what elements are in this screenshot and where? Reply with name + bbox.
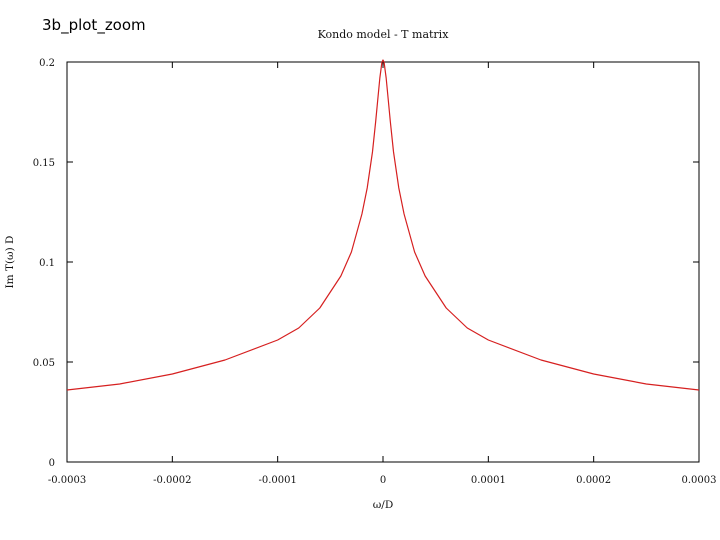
x-tick-label: 0.0003	[682, 475, 717, 486]
x-tick-label: -0.0001	[258, 475, 296, 486]
y-tick-label: 0.05	[33, 358, 55, 369]
y-tick-label: 0.1	[39, 258, 55, 269]
series-line	[66, 59, 700, 391]
x-tick-label: -0.0002	[153, 475, 191, 486]
y-tick-label: 0	[49, 458, 55, 469]
plot-frame	[66, 61, 700, 463]
y-axis-ticks: 0 0.05 0.1 0.15 0.2	[33, 58, 699, 469]
x-tick-label: 0	[380, 475, 386, 486]
x-tick-label: 0.0001	[471, 475, 506, 486]
x-axis-ticks: -0.0003 -0.0002 -0.0001 0 0.0001 0.0002 0.0003	[48, 62, 717, 486]
y-axis-title: Im T(ω) D	[4, 236, 16, 289]
y-tick-label: 0.15	[33, 158, 55, 169]
slide-title: 3b_plot_zoom	[42, 16, 146, 34]
x-tick-label: -0.0003	[48, 475, 86, 486]
x-tick-label: 0.0002	[576, 475, 611, 486]
y-tick-label: 0.2	[39, 58, 55, 69]
x-axis-title: ω/D	[373, 499, 394, 511]
chart-title: Kondo model - T matrix	[318, 28, 450, 41]
